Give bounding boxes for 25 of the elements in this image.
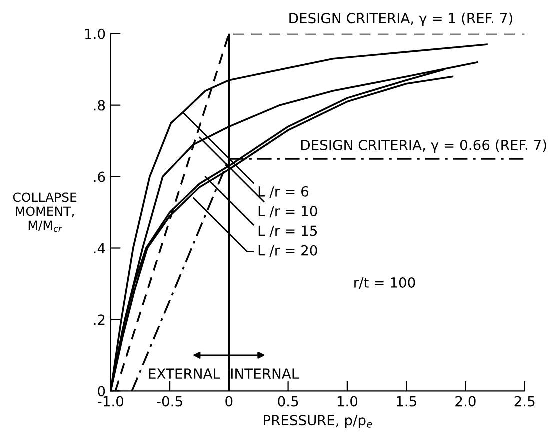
annotation: L /r = 10 bbox=[258, 206, 318, 218]
y-tick-label: .4 bbox=[94, 243, 106, 254]
x-tick-label: 0 bbox=[226, 396, 233, 407]
annotation: L /r = 6 bbox=[258, 186, 309, 198]
x-tick-label: 2.5 bbox=[514, 396, 535, 407]
x-tick-label: 1.5 bbox=[397, 396, 416, 407]
y-tick-label: .8 bbox=[94, 100, 106, 111]
y-axis-title: COLLAPSE MOMENT, M/M$_{cr}$ bbox=[13, 192, 77, 232]
y-tick-label: 0 bbox=[98, 386, 106, 397]
x-tick-label: 2.0 bbox=[456, 396, 476, 407]
annotation: DESIGN CRITERIA, γ = 0.66 (REF. 7) bbox=[301, 140, 546, 154]
y-tick-label: .6 bbox=[94, 172, 106, 182]
annotation: L /r = 15 bbox=[258, 226, 318, 238]
x-tick-label: 1.0 bbox=[338, 396, 358, 407]
y-tick-label: .2 bbox=[94, 314, 105, 325]
annotation: DESIGN CRITERIA, γ = 1 (REF. 7) bbox=[290, 12, 512, 26]
x-tick-label: -0.5 bbox=[157, 396, 182, 407]
annotation: r/t = 100 bbox=[354, 278, 416, 290]
x-axis-title: PRESSURE, p/p$_{e}$ bbox=[264, 415, 372, 428]
y-tick-label: 1.0 bbox=[85, 28, 106, 40]
annotation: INTERNAL bbox=[232, 368, 300, 379]
annotation: EXTERNAL bbox=[149, 368, 220, 379]
annotation: L /r = 20 bbox=[258, 245, 318, 257]
x-tick-label: -1.0 bbox=[98, 396, 124, 407]
x-tick-label: 0.5 bbox=[278, 396, 298, 407]
